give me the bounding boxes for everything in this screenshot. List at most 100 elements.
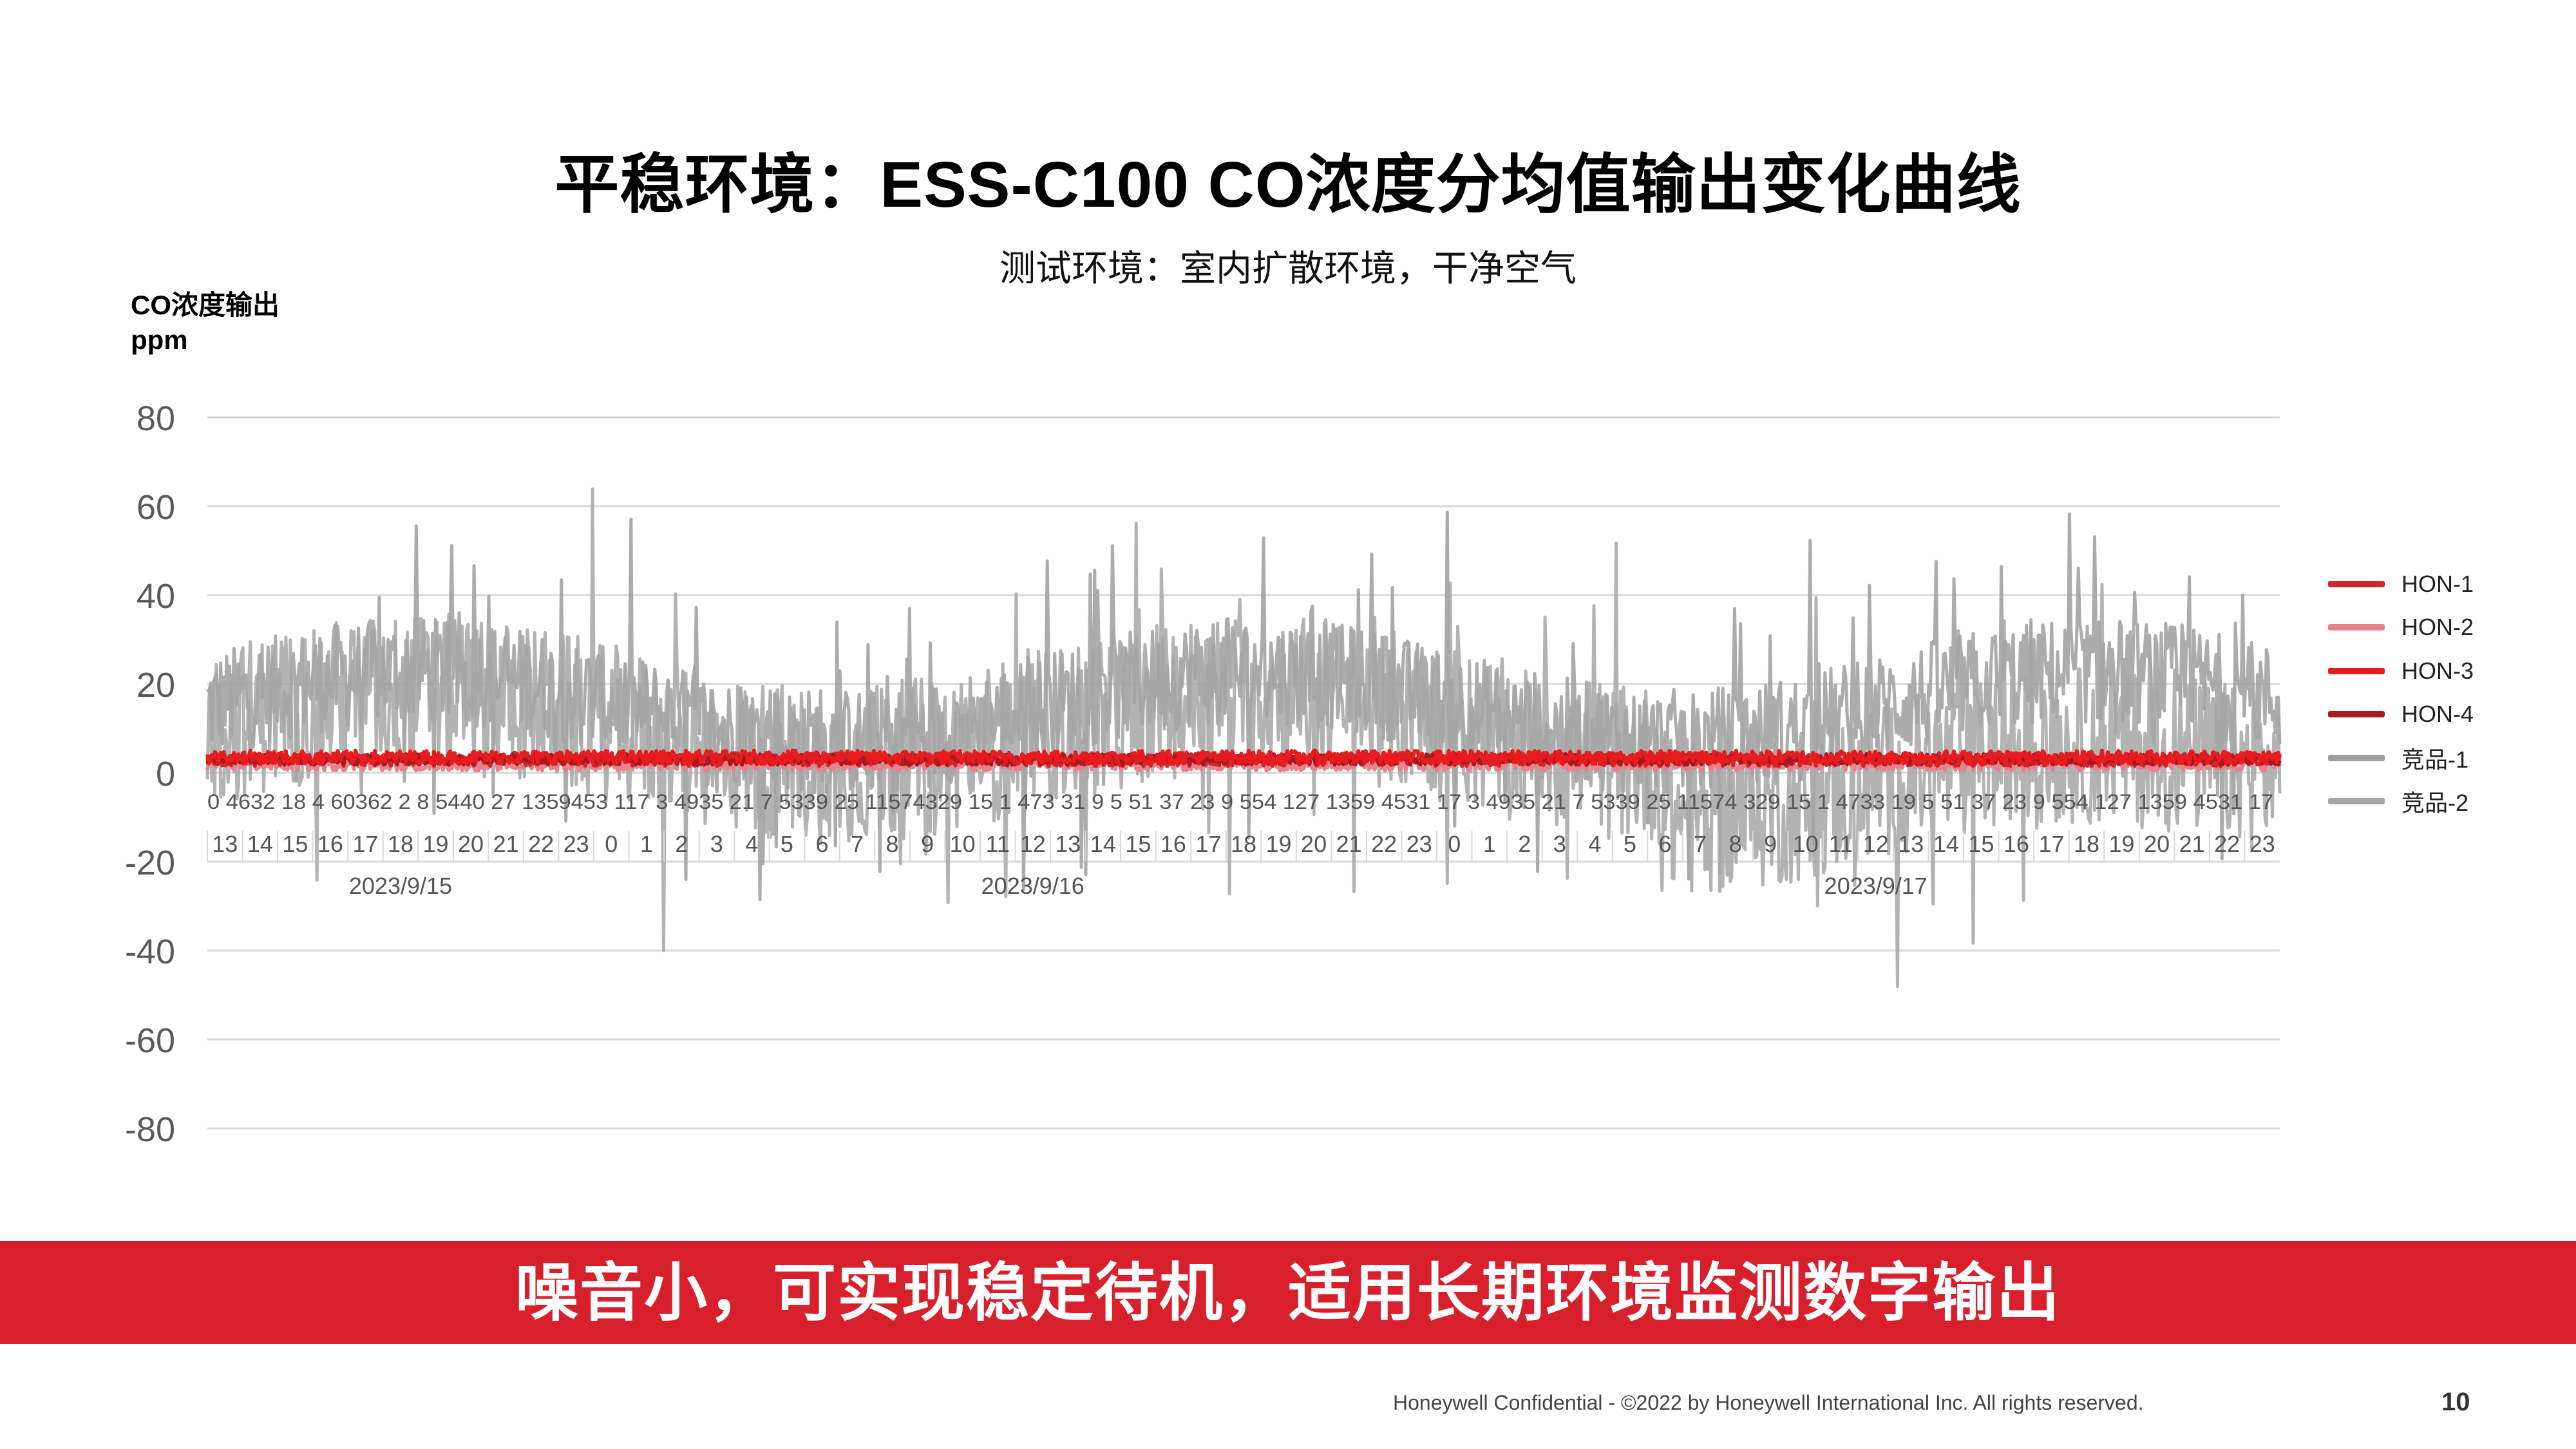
- legend-swatch-hon-1: [2328, 580, 2385, 587]
- x-hour-label: 3: [1553, 831, 1566, 857]
- y-tick-label: 40: [137, 577, 175, 616]
- legend-swatch-competitor-1: [2328, 754, 2385, 761]
- x-hour-label: 12: [1020, 831, 1046, 857]
- x-hour-label: 16: [317, 831, 343, 857]
- x-hour-label: 7: [851, 831, 864, 857]
- x-hour-label: 13: [212, 831, 238, 857]
- x-hour-label: 16: [1160, 831, 1186, 857]
- x-hour-label: 21: [493, 831, 519, 857]
- legend-item-competitor-2: 竞品-2: [2328, 780, 2474, 824]
- y-tick-label: -40: [125, 933, 175, 971]
- x-hour-label: 10: [1793, 831, 1819, 857]
- x-hour-label: 17: [1195, 831, 1221, 857]
- conclusion-banner: 噪音小，可实现稳定待机，适用长期环境监测数字输出: [0, 1241, 2576, 1344]
- x-date-label: 2023/9/15: [349, 873, 452, 899]
- x-hour-label: 0: [605, 831, 618, 857]
- y-axis-label: CO浓度输出: [131, 290, 280, 320]
- legend-swatch-hon-2: [2328, 624, 2385, 631]
- legend-item-competitor-1: 竞品-1: [2328, 736, 2474, 780]
- y-tick-label: -60: [125, 1021, 175, 1060]
- x-hour-label: 12: [1863, 831, 1889, 857]
- x-date-label: 2023/9/16: [981, 873, 1084, 899]
- x-axis: 0 4632 18 4 60362 2 8 5440 27 1359453 11…: [207, 790, 2275, 899]
- x-hour-label: 18: [1231, 831, 1256, 857]
- y-tick-labels: 80 60 40 20 0 -20 -40 -60 -80: [125, 399, 175, 1149]
- y-axis-title: CO浓度输出 ppm: [131, 288, 279, 357]
- x-hour-label: 23: [2249, 831, 2275, 857]
- x-hour-label: 11: [986, 831, 1010, 857]
- x-hour-label: 3: [710, 831, 723, 857]
- legend-label-competitor-2: 竞品-2: [2401, 790, 2469, 817]
- x-hour-label: 19: [423, 831, 449, 857]
- x-hour-label: 19: [2109, 831, 2135, 857]
- x-hour-label: 15: [1125, 831, 1151, 857]
- y-tick-label: -20: [125, 844, 175, 882]
- x-hour-label: 17: [352, 831, 378, 857]
- x-hour-label: 20: [2144, 831, 2170, 857]
- x-hour-label: 16: [2003, 831, 2029, 857]
- x-hour-label: 19: [1266, 831, 1292, 857]
- legend-swatch-hon-3: [2328, 667, 2385, 674]
- x-minute-label-strip: 0 4632 18 4 60362 2 8 5440 27 1359453 11…: [207, 790, 2273, 813]
- x-hour-label: 22: [1371, 831, 1397, 857]
- x-hour-label: 5: [1624, 831, 1636, 857]
- x-date-label: 2023/9/17: [1824, 873, 1927, 899]
- chart-legend: HON-1 HON-2 HON-3 HON-4 竞品-1 竞品-2: [2328, 562, 2474, 823]
- x-hour-label: 14: [1933, 831, 1959, 857]
- x-hour-label: 2: [675, 831, 688, 857]
- x-hour-label: 22: [528, 831, 554, 857]
- legend-label-hon-1: HON-1: [2401, 570, 2474, 597]
- legend-item-hon-4: HON-4: [2328, 693, 2474, 737]
- x-hour-label: 9: [1764, 831, 1777, 857]
- y-tick-label: -80: [125, 1110, 175, 1149]
- x-hour-label: 15: [1968, 831, 1994, 857]
- y-tick-label: 80: [137, 399, 175, 438]
- y-axis-unit: ppm: [131, 325, 188, 355]
- x-hour-label: 20: [458, 831, 484, 857]
- series-line-HON-3: [205, 748, 2282, 766]
- x-hour-label: 6: [815, 831, 828, 857]
- page-number: 10: [2441, 1388, 2470, 1416]
- y-tick-label: 60: [137, 488, 175, 527]
- x-hour-label: 23: [564, 831, 589, 857]
- x-hour-label: 9: [921, 831, 934, 857]
- x-hour-label: 5: [781, 831, 793, 857]
- x-hour-label: 0: [1448, 831, 1461, 857]
- x-hour-label: 4: [745, 831, 758, 857]
- x-hour-label: 8: [1729, 831, 1742, 857]
- legend-label-hon-3: HON-3: [2401, 657, 2474, 684]
- x-hour-label: 7: [1694, 831, 1707, 857]
- legend-item-hon-3: HON-3: [2328, 649, 2474, 693]
- x-hour-label: 21: [2179, 831, 2205, 857]
- x-hour-label: 23: [1406, 831, 1432, 857]
- x-hour-label: 14: [1090, 831, 1116, 857]
- legend-swatch-competitor-2: [2328, 798, 2385, 805]
- x-hour-label: 13: [1898, 831, 1924, 857]
- x-hour-label: 1: [640, 831, 653, 857]
- x-hour-label: 15: [282, 831, 308, 857]
- legend-label-hon-2: HON-2: [2401, 614, 2474, 641]
- x-hour-label: 22: [2214, 831, 2240, 857]
- y-tick-label: 0: [156, 755, 175, 793]
- x-hour-label: 8: [886, 831, 899, 857]
- x-hour-label: 17: [2038, 831, 2064, 857]
- x-hour-label: 18: [2074, 831, 2099, 857]
- x-hour-label: 2: [1518, 831, 1531, 857]
- slide-subtitle: 测试环境：室内扩散环境，干净空气: [999, 248, 1577, 289]
- slide-title: 平稳环境：ESS-C100 CO浓度分均值输出变化曲线: [554, 149, 2022, 221]
- x-hour-label: 18: [388, 831, 413, 857]
- x-hour-label: 1: [1483, 831, 1496, 857]
- x-hour-label: 11: [1829, 831, 1853, 857]
- x-hour-label: 10: [950, 831, 976, 857]
- x-hour-label: 13: [1055, 831, 1081, 857]
- legend-item-hon-1: HON-1: [2328, 562, 2474, 606]
- x-hour-label: 20: [1301, 831, 1327, 857]
- x-hour-label: 6: [1658, 831, 1671, 857]
- legend-label-competitor-1: 竞品-1: [2401, 746, 2469, 773]
- x-hour-label: 14: [247, 831, 273, 857]
- legend-swatch-hon-4: [2328, 711, 2385, 718]
- legend-item-hon-2: HON-2: [2328, 606, 2474, 650]
- series-line-竞品-2: [205, 487, 2282, 989]
- series-lines: [205, 487, 2282, 989]
